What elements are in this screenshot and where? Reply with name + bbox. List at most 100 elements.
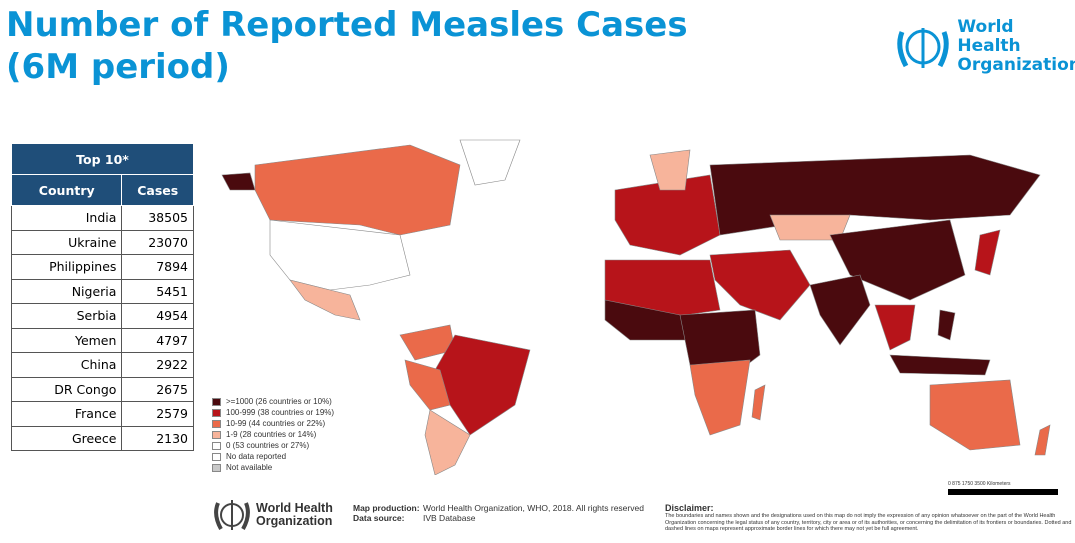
who-emblem-icon xyxy=(897,27,949,68)
country-cell: China xyxy=(10,352,123,378)
scale-label: 0 875 1750 3500 Kilometers xyxy=(948,481,1011,487)
map-production: World Health Organization, WHO, 2018. Al… xyxy=(423,503,644,513)
table-row: DR Congo 2675 xyxy=(10,376,194,402)
country-cell: DR Congo xyxy=(10,376,123,402)
mexico xyxy=(289,279,361,321)
cases-cell: 5451 xyxy=(121,278,194,304)
map-production-label: Map production: xyxy=(353,503,420,513)
who-logo: World Health Organization xyxy=(892,18,1075,75)
footer-logo-line-2: Organization xyxy=(256,514,333,528)
header-country: Country xyxy=(10,174,123,206)
philippines xyxy=(937,309,956,341)
cases-cell: 4954 xyxy=(121,303,194,329)
table-row: Greece 2130 xyxy=(10,425,194,451)
japan xyxy=(974,229,1001,276)
legend-item: 1-9 (28 countries or 14%) xyxy=(212,429,334,440)
country-cell: Yemen xyxy=(10,327,123,353)
legend-label: 10-99 (44 countries or 22%) xyxy=(226,419,326,428)
title-line-1: Number of Reported Measles Cases xyxy=(6,5,688,45)
country-cell: Greece xyxy=(10,425,123,451)
footer-who-logo: World Health Organization xyxy=(212,497,333,533)
table-row: Yemen 4797 xyxy=(10,327,194,353)
table-row: Nigeria 5451 xyxy=(10,278,194,304)
data-source: IVB Database xyxy=(423,513,476,523)
legend-item: 0 (53 countries or 27%) xyxy=(212,440,334,451)
southern-africa xyxy=(689,359,751,436)
map-credits: Map production: World Health Organization… xyxy=(353,503,644,523)
country-cell: Nigeria xyxy=(10,278,123,304)
europe xyxy=(614,174,721,256)
table-row: Serbia 4954 xyxy=(10,303,194,329)
table-row: Ukraine 23070 xyxy=(10,229,194,255)
legend-item: >=1000 (26 countries or 10%) xyxy=(212,396,334,407)
west-africa xyxy=(604,299,691,341)
peru xyxy=(404,359,451,411)
legend-swatch xyxy=(212,397,221,406)
table-title: Top 10* xyxy=(11,143,194,175)
legend-swatch xyxy=(212,452,221,461)
middle-east xyxy=(709,249,811,321)
southern-cone xyxy=(424,409,471,475)
cases-cell: 38505 xyxy=(121,205,194,231)
table-row: France 2579 xyxy=(10,401,194,427)
legend-label: Not available xyxy=(226,463,273,472)
legend-swatch xyxy=(212,430,221,439)
australia xyxy=(929,379,1021,451)
usa xyxy=(269,219,411,291)
cases-cell: 2675 xyxy=(121,376,194,402)
legend-swatch xyxy=(212,419,221,428)
map-legend: >=1000 (26 countries or 10%) 100-999 (38 … xyxy=(212,396,334,473)
logo-line-2: Organization xyxy=(957,55,1075,75)
legend-label: 0 (53 countries or 27%) xyxy=(226,441,310,450)
disclaimer-title: Disclaimer: xyxy=(665,503,714,513)
canada xyxy=(254,144,461,236)
country-cell: India xyxy=(10,205,123,231)
legend-label: 100-999 (38 countries or 19%) xyxy=(226,408,335,417)
legend-item: 10-99 (44 countries or 22%) xyxy=(212,418,334,429)
footer-logo-line-1: World Health xyxy=(256,501,333,515)
header-cases: Cases xyxy=(121,174,194,206)
data-source-label: Data source: xyxy=(353,513,405,523)
india xyxy=(809,274,871,346)
country-cell: Ukraine xyxy=(10,229,123,255)
scale-bar: 0 875 1750 3500 Kilometers xyxy=(948,481,1058,495)
table-row: China 2922 xyxy=(10,352,194,378)
madagascar xyxy=(751,384,766,421)
legend-swatch xyxy=(212,463,221,472)
cases-cell: 2922 xyxy=(121,352,194,378)
legend-label: 1-9 (28 countries or 14%) xyxy=(226,430,317,439)
southeast-asia xyxy=(874,304,916,351)
legend-item: Not available xyxy=(212,462,334,473)
legend-swatch xyxy=(212,408,221,417)
cases-cell: 2130 xyxy=(121,425,194,451)
legend-label: No data reported xyxy=(226,452,287,461)
who-emblem-icon xyxy=(214,500,250,530)
table-row: Philippines 7894 xyxy=(10,254,194,280)
cases-cell: 7894 xyxy=(121,254,194,280)
legend-item: 100-999 (38 countries or 19%) xyxy=(212,407,334,418)
top10-table: Top 10* Country Cases India 38505 Ukraine 23… xyxy=(10,143,194,451)
china xyxy=(829,219,966,301)
page-title: Number of Reported Measles Cases (6M per… xyxy=(6,4,688,88)
brazil xyxy=(434,334,531,436)
legend-swatch xyxy=(212,441,221,450)
disclaimer-text: The boundaries and names shown and the d… xyxy=(665,513,1072,532)
title-line-2: (6M period) xyxy=(6,47,230,87)
disclaimer: Disclaimer: The boundaries and names sho… xyxy=(665,503,1075,533)
indonesia xyxy=(889,354,991,376)
legend-item: No data reported xyxy=(212,451,334,462)
cases-cell: 23070 xyxy=(121,229,194,255)
legend-label: >=1000 (26 countries or 10%) xyxy=(226,397,332,406)
country-cell: France xyxy=(10,401,123,427)
new-zealand xyxy=(1034,424,1051,456)
table-row: India 38505 xyxy=(10,205,194,231)
russia xyxy=(709,154,1041,236)
country-cell: Serbia xyxy=(10,303,123,329)
country-cell: Philippines xyxy=(10,254,123,280)
world-map xyxy=(221,139,1051,475)
alaska xyxy=(221,172,256,191)
logo-line-1: World Health xyxy=(957,17,1021,56)
cases-cell: 2579 xyxy=(121,401,194,427)
cases-cell: 4797 xyxy=(121,327,194,353)
greenland xyxy=(459,139,521,186)
